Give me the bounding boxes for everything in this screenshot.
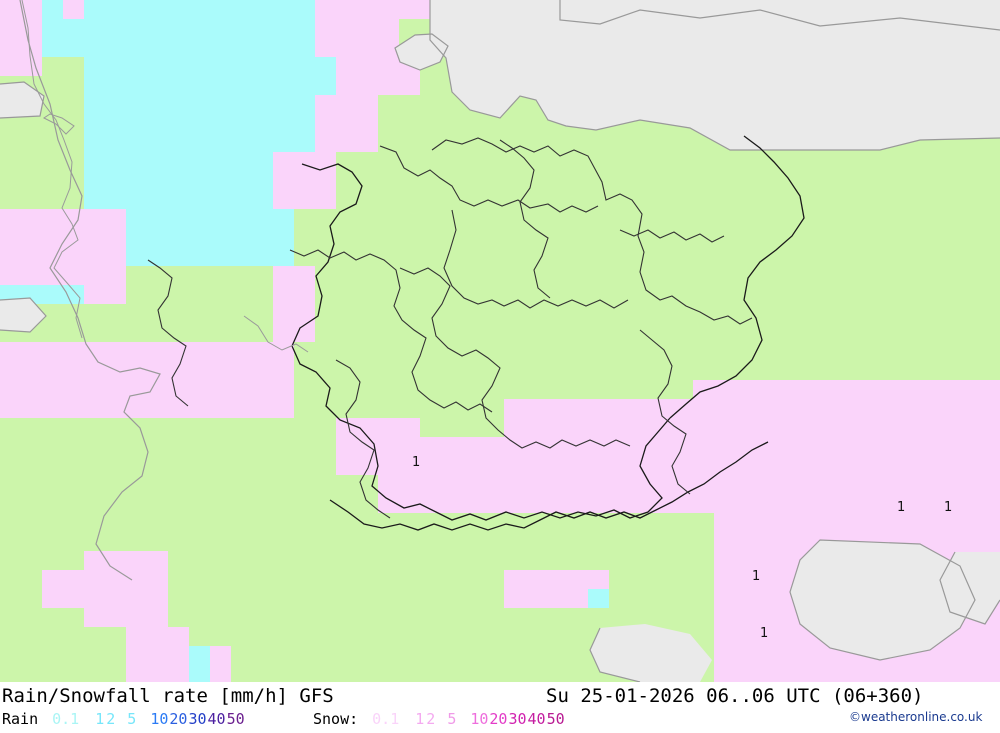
legend-value: 10 [470,710,489,728]
precip-cell [0,114,42,209]
copyright-notice: ©weatheronline.co.uk [849,710,983,724]
legend-value: 0.1 [372,710,400,728]
precip-cell [0,19,42,57]
precip-cell [378,437,525,513]
page-title: Rain/Snowfall rate [mm/h] GFS [2,685,334,707]
rain-legend-scale: 0.1 1 2 5 1020304050 [38,710,245,728]
precip-cell [42,570,84,608]
precip-cell [0,418,336,475]
sea-layer [0,0,1000,682]
state-border-layer [147,137,753,519]
legend-value: 2 [106,710,116,728]
precip-value-label: 1 [760,626,769,641]
coastline-layer [0,0,1000,682]
legend-value: 10 [150,710,169,728]
map-canvas [0,0,1000,682]
snow-legend: Snow: 0.1 1 2 5 1020304050 [313,710,565,728]
precip-cell [84,152,273,209]
precip-cell [273,152,336,209]
rain-legend-label: Rain [2,710,39,728]
snow-legend-label: Snow: [313,710,359,728]
legend-value: 40 [207,710,226,728]
precip-value-label: 1 [412,455,421,470]
precip-cell [315,95,378,152]
legend-value: 50 [226,710,245,728]
precip-cell [504,399,693,513]
precip-cell [84,57,336,95]
precip-cell [693,380,1000,513]
legend-value: 1 [415,710,425,728]
legend-value: 2 [426,710,436,728]
country-border-layer [291,135,805,531]
legend-value: 0.1 [52,710,80,728]
legend-value: 30 [188,710,207,728]
legend-value: 30 [508,710,527,728]
precip-cell [63,0,84,19]
rain-legend: Rain 0.1 1 2 5 1020304050 [2,710,245,728]
precip-cell [84,551,168,627]
precip-cell [126,627,189,682]
precip-cell [0,57,42,76]
precipitation-map[interactable]: 1 1 1 1 1 [0,0,1000,682]
legend-value: 1 [95,710,105,728]
precip-cell [126,209,294,266]
precip-cell [0,0,42,19]
valid-time-stamp: Su 25-01-2026 06..06 UTC (06+360) [546,685,924,707]
legend-value: 20 [169,710,188,728]
precip-cell [84,95,315,152]
precip-cell [273,266,315,342]
precip-cell [42,19,315,57]
precip-value-label: 1 [897,500,906,515]
precip-cell [42,0,63,19]
legend-value: 5 [127,710,137,728]
precip-cell [42,76,84,133]
snow-legend-scale: 0.1 1 2 5 1020304050 [358,710,565,728]
precip-cell [0,342,294,418]
legend-value: 5 [447,710,457,728]
precip-cell [84,0,315,19]
river-layer [21,0,309,353]
legend-value: 50 [546,710,565,728]
precip-value-label: 1 [944,500,953,515]
precip-cell [588,589,609,608]
map-footer: Rain/Snowfall rate [mm/h] GFS Su 25-01-2… [0,682,1000,733]
precip-cell [315,19,399,57]
precip-cell [189,646,210,682]
precip-cell [210,646,231,682]
legend-value: 20 [489,710,508,728]
precip-value-label: 1 [752,569,761,584]
legend-value: 40 [527,710,546,728]
